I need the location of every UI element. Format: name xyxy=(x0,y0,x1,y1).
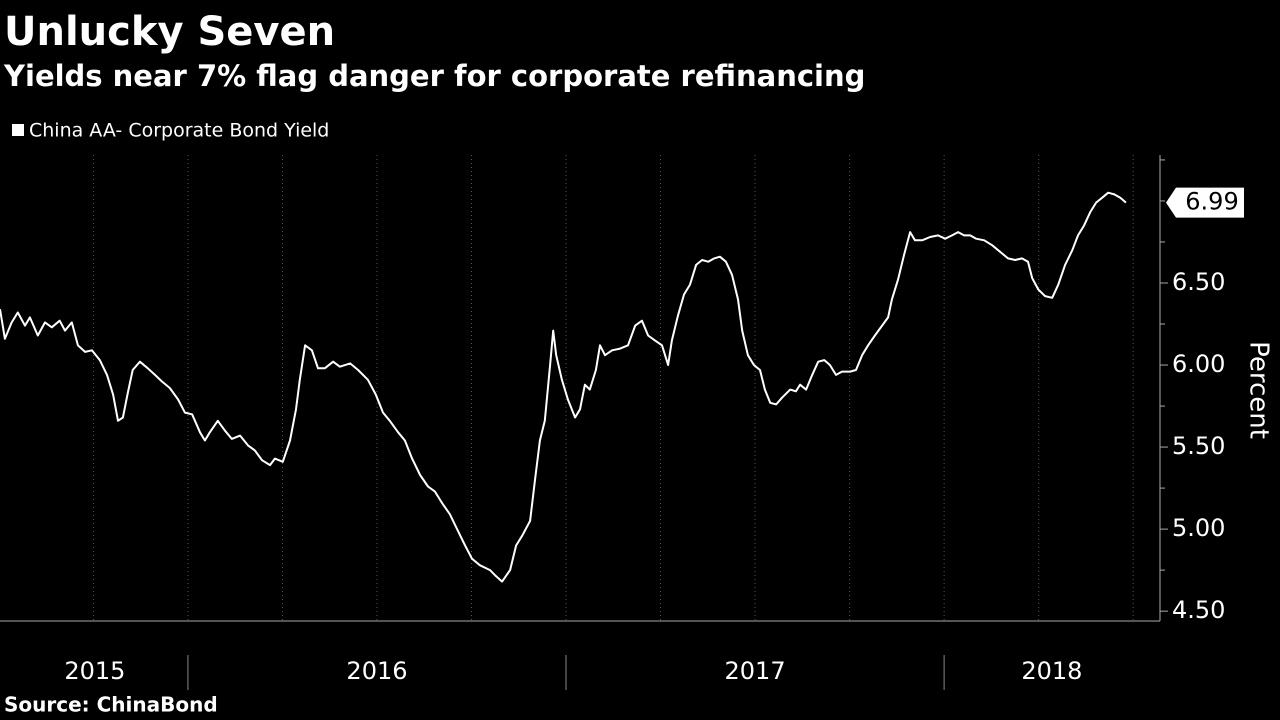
value-label-box xyxy=(1166,187,1244,218)
y-tick-label: 4.50 xyxy=(1172,596,1225,624)
y-tick-label: 6.00 xyxy=(1172,350,1225,378)
y-tick-label: 6.50 xyxy=(1172,268,1225,296)
x-tick-label: 2018 xyxy=(1021,657,1082,685)
x-tick-label: 2017 xyxy=(725,657,786,685)
x-tick-label: 2016 xyxy=(346,657,407,685)
series-line xyxy=(0,191,1127,583)
legend-label: China AA- Corporate Bond Yield xyxy=(29,120,329,142)
source: Source: ChinaBond xyxy=(4,693,218,717)
chart-title: Unlucky Seven xyxy=(4,9,335,55)
value-label: 6.99 xyxy=(1185,188,1238,216)
y-tick-label: 5.00 xyxy=(1172,514,1225,542)
x-tick-label: 2015 xyxy=(64,657,125,685)
y-axis-label: Percent xyxy=(1244,341,1274,439)
chart-subtitle: Yields near 7% flag danger for corporate… xyxy=(3,59,865,93)
y-tick-label: 5.50 xyxy=(1172,432,1225,460)
legend-marker xyxy=(12,124,24,136)
